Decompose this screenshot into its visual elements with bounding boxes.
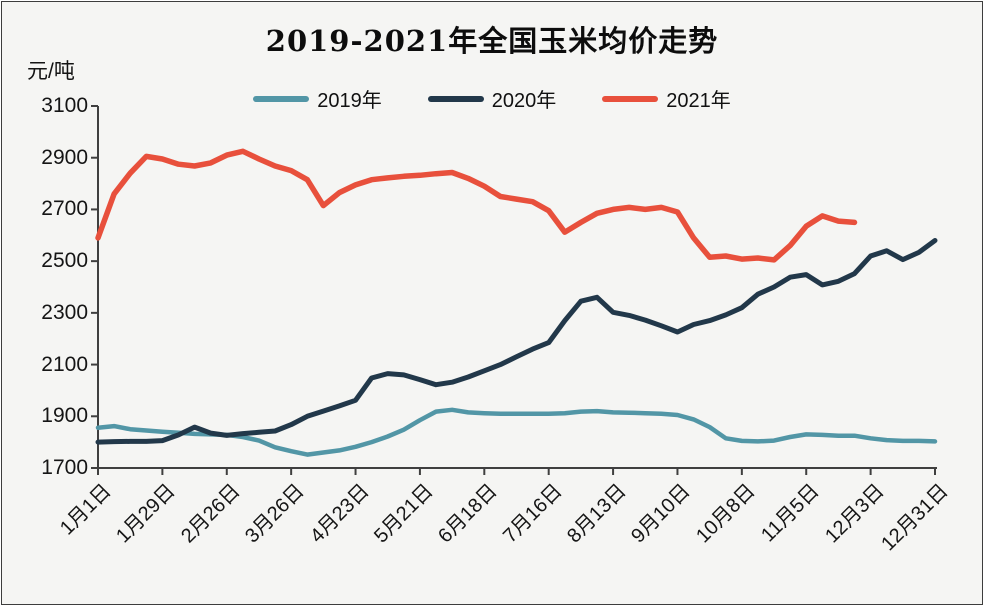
- y-tick-label: 1900: [41, 404, 88, 428]
- y-tick-label: 2900: [41, 145, 88, 169]
- chart-title: 2019-2021年全国玉米均价走势: [265, 24, 719, 58]
- y-tick-label: 1700: [41, 456, 88, 479]
- legend-line-swatch-2020: [427, 95, 484, 102]
- legend-line-swatch-2019: [253, 95, 310, 102]
- series-line-2021年: [95, 148, 858, 263]
- legend-item-2020: 2020年: [427, 84, 557, 113]
- y-tick-label: 2300: [41, 300, 88, 324]
- y-tick-label: 2100: [41, 352, 88, 376]
- legend-item-2019: 2019年: [253, 84, 382, 113]
- y-tick-label: 2500: [41, 249, 88, 273]
- series-line-2019年: [95, 407, 938, 457]
- y-tick-label: 3100: [41, 94, 88, 117]
- series-line-2020年: [95, 238, 938, 445]
- y-axis-unit-label: 元/吨: [27, 60, 75, 83]
- y-tick-label: 2700: [41, 197, 88, 221]
- legend-label-2021: 2021年: [666, 90, 731, 112]
- legend-label-2020: 2020年: [491, 90, 557, 112]
- legend-label-2019: 2019年: [317, 90, 382, 112]
- legend: 2019年 2020年 2021年: [0, 84, 984, 113]
- legend-item-2021: 2021年: [602, 84, 731, 113]
- legend-line-swatch-2021: [602, 95, 659, 102]
